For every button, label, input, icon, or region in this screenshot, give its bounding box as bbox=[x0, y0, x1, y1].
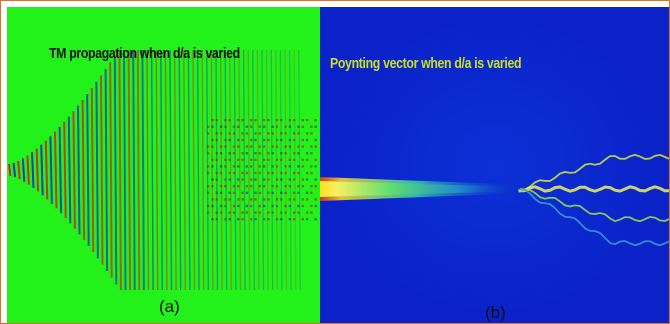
panel-a-title: TM propagation when d/a is varied bbox=[49, 45, 240, 62]
poynting-vector-image bbox=[320, 7, 669, 323]
beam-core bbox=[320, 181, 520, 197]
tm-field-image bbox=[8, 49, 317, 291]
wavefront-pattern bbox=[8, 49, 301, 291]
panel-a-tm-propagation: TM propagation when d/a is varied (a) bbox=[7, 7, 320, 323]
panel-b-title: Poynting vector when d/a is varied bbox=[330, 55, 522, 72]
panel-a-label: (a) bbox=[159, 297, 180, 316]
panel-b-label: (b) bbox=[485, 303, 506, 322]
branch-streams bbox=[518, 153, 669, 247]
scattered-field-pattern bbox=[207, 119, 317, 221]
panel-b-poynting-vector: Poynting vector when d/a is varied (b) bbox=[320, 7, 669, 323]
